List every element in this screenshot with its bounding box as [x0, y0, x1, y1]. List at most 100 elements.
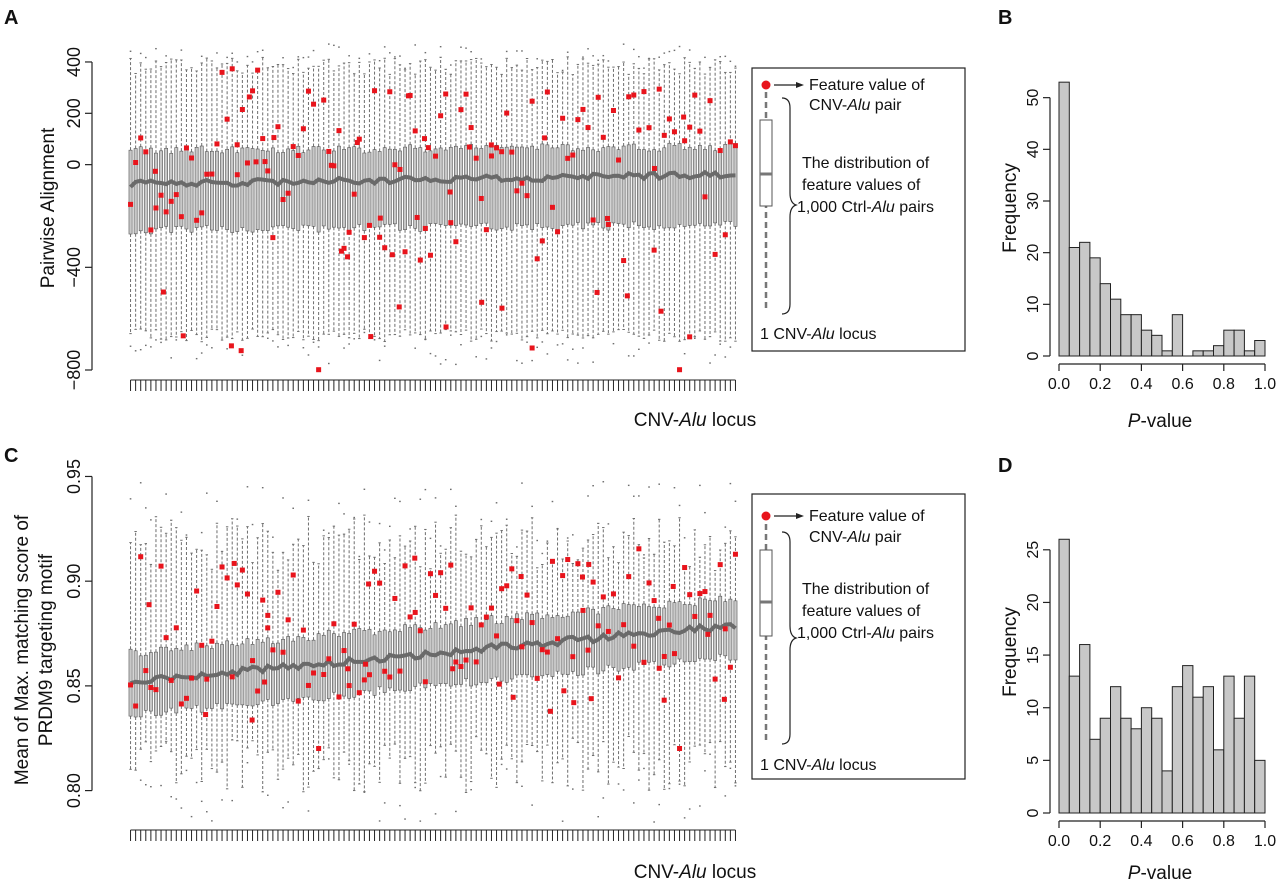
box	[199, 646, 204, 713]
feature-point	[443, 91, 449, 97]
box-93	[596, 59, 601, 335]
box-118	[723, 55, 728, 358]
feature-point	[382, 245, 388, 251]
feature-point	[677, 367, 683, 373]
panel-c-ylabel-line1: Mean of Max. matching score of	[12, 514, 33, 785]
feature-point	[422, 136, 428, 142]
feature-point	[133, 159, 139, 165]
box-45	[352, 73, 357, 340]
feature-point	[321, 97, 327, 103]
box-24	[245, 486, 250, 764]
box	[499, 147, 504, 229]
box-60	[428, 66, 433, 355]
box	[530, 145, 535, 230]
box-15	[199, 55, 204, 354]
feature-point	[600, 594, 606, 600]
feature-point	[427, 252, 433, 258]
box-14	[194, 548, 199, 784]
box-97	[616, 66, 621, 331]
feature-point	[514, 188, 520, 194]
box-40	[326, 532, 331, 760]
feature-point	[687, 124, 693, 130]
box-37	[311, 561, 316, 772]
feature-point	[534, 256, 540, 262]
feature-point	[366, 581, 372, 587]
box	[372, 634, 377, 696]
box-115	[708, 536, 712, 755]
box	[540, 143, 545, 228]
box-30	[276, 569, 280, 780]
hist-bar	[1192, 350, 1204, 357]
box-63	[443, 548, 448, 778]
box-92	[591, 55, 596, 363]
box-109	[677, 45, 682, 342]
feature-point	[239, 106, 245, 112]
feature-point	[204, 676, 210, 682]
feature-point	[549, 204, 555, 210]
box-117	[718, 549, 723, 743]
box-41	[331, 525, 336, 779]
hist-bar	[1151, 717, 1163, 814]
box-3	[138, 52, 143, 351]
y-tick-label: 400	[64, 47, 84, 77]
feature-point	[168, 198, 174, 204]
feature-point	[666, 116, 672, 122]
box	[392, 629, 397, 692]
feature-point	[405, 93, 411, 99]
box-95	[606, 523, 611, 785]
feature-point	[727, 664, 733, 670]
box	[728, 142, 733, 222]
box	[504, 616, 509, 683]
feature-point	[250, 88, 256, 94]
box-75	[504, 50, 509, 336]
feature-point	[666, 622, 672, 628]
box-11	[179, 49, 184, 333]
feature-point	[160, 289, 166, 295]
legend-dist-line1: The distribution of	[802, 155, 930, 172]
feature-point	[687, 592, 693, 598]
panel-label-a: A	[4, 7, 18, 29]
y-tick-label: 10	[1025, 699, 1042, 717]
box-117	[718, 56, 723, 345]
panel-a-xticks	[130, 379, 736, 391]
feature-point	[671, 129, 677, 135]
feature-point	[295, 152, 301, 158]
feature-point	[732, 551, 738, 557]
box	[494, 144, 499, 231]
feature-point	[499, 305, 505, 311]
panel-a-boxplot: 400 200 0 −400 −800 Pairwise Alignment CNV-A…	[38, 43, 756, 431]
feature-point	[661, 132, 667, 138]
box-20	[225, 56, 230, 350]
box	[647, 150, 651, 228]
box-67	[464, 553, 468, 793]
median-line	[129, 169, 736, 189]
box	[133, 148, 138, 235]
box	[265, 150, 270, 231]
box	[270, 643, 275, 706]
feature-point	[285, 617, 291, 623]
feature-point	[275, 589, 281, 595]
feature-point	[153, 205, 159, 211]
feature-point	[194, 588, 200, 594]
box-110	[682, 57, 687, 355]
hist-bar	[1243, 675, 1256, 814]
hist-bar	[1130, 728, 1142, 814]
hist-bar	[1058, 538, 1070, 814]
x-tick-label: 0.6	[1171, 376, 1193, 393]
box	[215, 150, 219, 231]
box-41	[331, 44, 336, 332]
box	[581, 611, 585, 676]
feature-point	[473, 155, 479, 161]
panel-d-axes: 0 5 10 15 20 25 0.0 0.2 0.4 0.6 0.8 1.0	[1025, 541, 1276, 850]
box	[245, 638, 250, 706]
feature-point	[494, 633, 500, 639]
feature-point	[727, 139, 733, 145]
feature-point	[687, 334, 693, 340]
feature-point	[651, 247, 657, 253]
feature-point	[214, 603, 220, 609]
box-7	[159, 526, 163, 787]
hist-bar	[1202, 686, 1214, 814]
y-tick-label: 25	[1025, 541, 1042, 559]
box	[250, 148, 255, 233]
